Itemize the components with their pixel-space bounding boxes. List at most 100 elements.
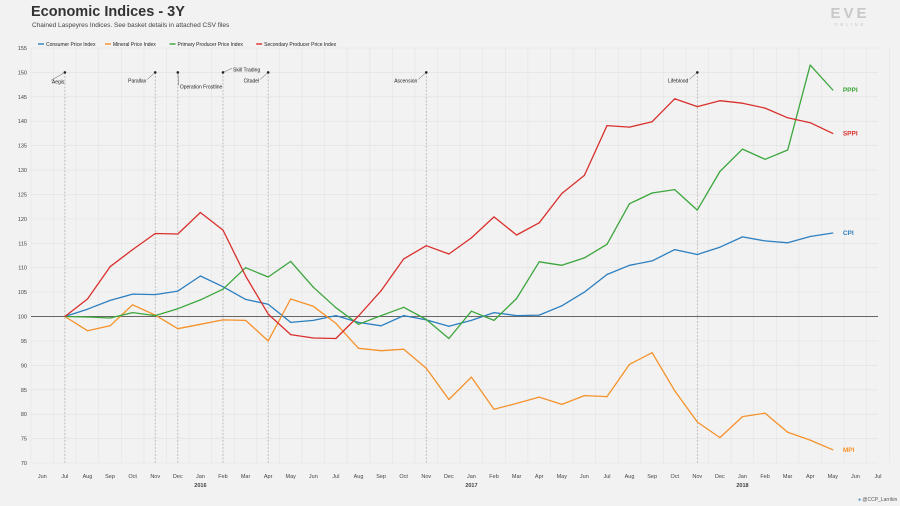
twitter-icon: ● [858, 497, 862, 503]
data-point [290, 321, 292, 323]
y-tick-label: 120 [18, 217, 27, 223]
y-tick-label: 115 [18, 241, 27, 247]
data-point [719, 437, 721, 439]
event-label: Ascension [394, 78, 417, 84]
data-point [764, 240, 766, 242]
data-point [448, 325, 450, 327]
series-line [64, 64, 834, 340]
legend-label: Consumer Price Index [46, 42, 96, 48]
data-point [312, 319, 314, 322]
x-tick-label: Jun [38, 474, 47, 480]
legend-label: Secondary Producer Price Index [264, 42, 336, 48]
x-tick-label: Feb [489, 474, 498, 480]
series-end-label: MPI [843, 447, 855, 454]
data-point [651, 121, 653, 123]
event-leader [418, 72, 427, 80]
y-tick-label: 110 [18, 266, 27, 272]
data-point [651, 352, 653, 354]
data-point [403, 348, 405, 350]
chart-title: Economic Indices - 3Y [31, 4, 185, 20]
data-point [267, 303, 269, 305]
x-tick-label: Sep [647, 474, 657, 480]
series-end-labels: CPI MPI PPPI SPPI [843, 87, 858, 454]
data-point [403, 258, 405, 260]
data-point [448, 337, 450, 340]
data-point [787, 242, 789, 244]
data-point [516, 314, 518, 317]
y-tick-label: 155 [18, 46, 27, 52]
event-leader [177, 72, 180, 86]
data-point [312, 337, 314, 339]
data-point [290, 260, 292, 262]
data-point [696, 105, 698, 108]
data-point [154, 314, 156, 317]
series-end-label: CPI [843, 230, 854, 237]
y-tick-label: 125 [18, 192, 27, 198]
data-point [244, 275, 247, 277]
x-tick-label: May [286, 474, 297, 480]
data-point [86, 308, 89, 310]
data-point [132, 293, 134, 295]
data-point [674, 249, 676, 251]
data-point [154, 232, 156, 235]
data-point [448, 253, 450, 255]
data-point [267, 313, 269, 315]
data-point [538, 396, 540, 398]
x-tick-label: Jun [851, 474, 860, 480]
event-label: Lifeblood [668, 78, 689, 84]
data-point [741, 416, 744, 418]
author-credit: ● @CCP_Larrikin [858, 497, 897, 503]
data-point [199, 211, 201, 214]
x-tick-label: Dec [444, 474, 454, 480]
data-point [244, 319, 247, 322]
x-tick-label: Jan [738, 474, 747, 480]
data-point [109, 317, 111, 319]
data-point [583, 395, 585, 397]
data-point [719, 246, 721, 248]
data-point [719, 100, 721, 102]
data-point [628, 264, 631, 266]
data-point [583, 257, 585, 259]
x-tick-label: Apr [264, 474, 273, 480]
credit-text: @CCP_Larrikin [862, 497, 898, 503]
eve-online-logo: EVE ONLINE [830, 5, 866, 27]
data-point [538, 222, 540, 224]
data-point [222, 229, 224, 231]
data-point [832, 449, 834, 451]
event-dot [176, 71, 180, 74]
data-point [335, 314, 337, 317]
data-point [177, 233, 179, 235]
y-tick-label: 85 [21, 388, 27, 394]
data-point [86, 316, 89, 318]
y-tick-label: 145 [18, 95, 27, 101]
data-point [357, 315, 360, 317]
y-tick-label: 100 [18, 315, 27, 321]
data-point [674, 98, 676, 100]
data-point [628, 203, 631, 205]
x-tick-label: Sep [376, 474, 386, 480]
data-point [312, 286, 314, 288]
x-tick-label: Apr [806, 474, 815, 480]
y-tick-label: 150 [18, 70, 27, 76]
x-tick-label: Jun [309, 474, 318, 480]
data-point [244, 267, 247, 269]
data-point [425, 318, 427, 321]
y-tick-label: 135 [18, 144, 27, 150]
x-tick-label: May [557, 474, 568, 480]
x-tick-label: Aug [625, 474, 635, 480]
x-tick-label: Mar [783, 474, 793, 480]
data-point [651, 192, 653, 194]
data-point [606, 243, 608, 245]
data-point [357, 323, 360, 325]
data-point [832, 132, 834, 135]
legend-label: Primary Producer Price Index [178, 42, 244, 48]
data-point [628, 126, 631, 128]
data-point [86, 330, 89, 332]
data-point [380, 350, 382, 352]
data-point [335, 322, 337, 324]
data-point [425, 367, 427, 369]
event-markers: Aegis Parallax Operation Frostline Skill Tr… [50, 67, 699, 463]
x-year-label: 2018 [736, 483, 748, 489]
x-tick-label: Jul [874, 474, 881, 480]
data-point [493, 312, 495, 314]
